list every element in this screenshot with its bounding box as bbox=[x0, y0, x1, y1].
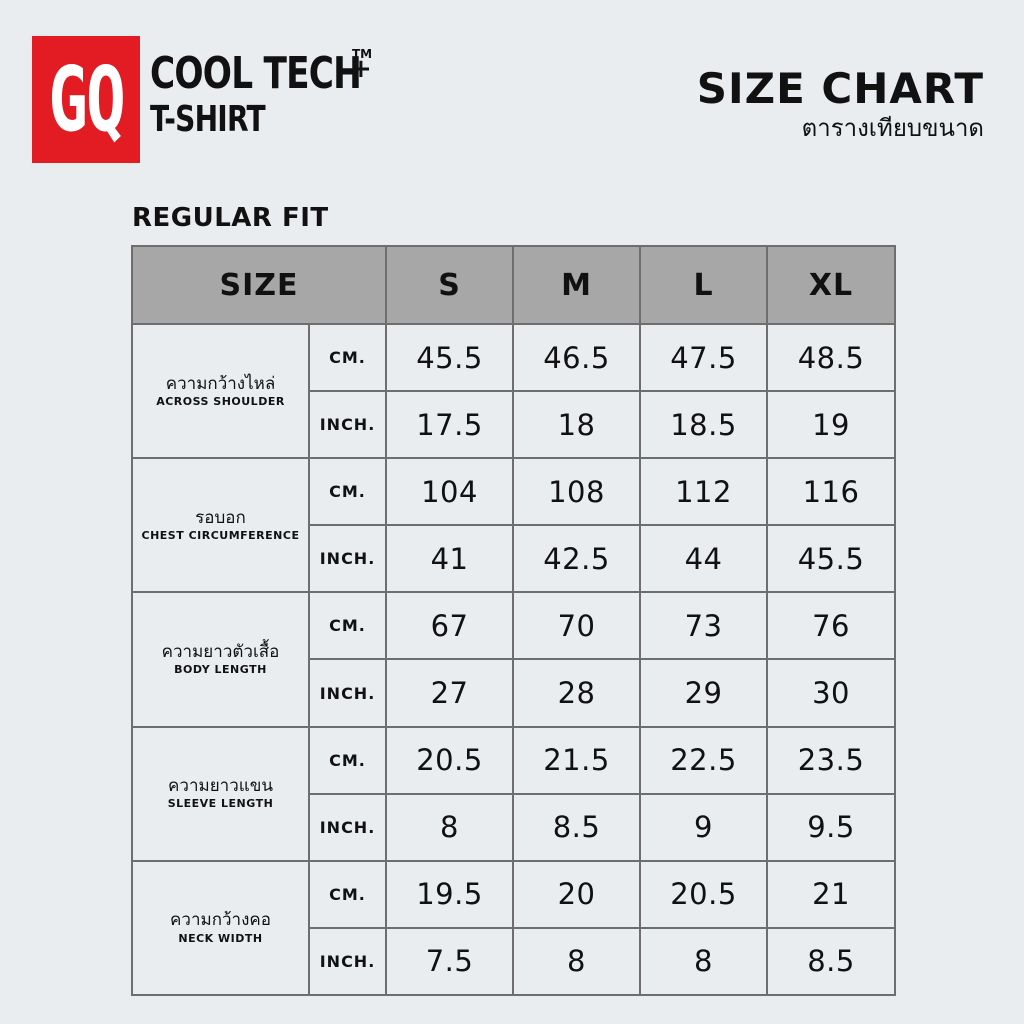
value-cell: 41 bbox=[385, 524, 515, 594]
table-row: ความยาวแขน SLEEVE LENGTH CM. 20.5 21.5 2… bbox=[131, 725, 897, 862]
unit-inch: INCH. bbox=[307, 524, 388, 594]
table-row: INCH. 27 28 29 30 bbox=[132, 658, 897, 728]
brand-name: COOL TECH TM + T-SHIRT bbox=[150, 48, 421, 140]
unit-cm: CM. bbox=[307, 859, 388, 929]
chart-title-en: SIZE CHART bbox=[696, 64, 984, 113]
unit-inch: INCH. bbox=[307, 792, 388, 862]
value-cell: 28 bbox=[512, 658, 642, 728]
value-cell: 8 bbox=[512, 926, 642, 997]
unit-cm: CM. bbox=[307, 725, 388, 795]
unit-inch: INCH. bbox=[307, 926, 388, 997]
unit-inch: INCH. bbox=[307, 390, 388, 460]
value-cell: 45.5 bbox=[766, 524, 897, 594]
value-cell: 47.5 bbox=[639, 322, 769, 393]
value-cell: 27 bbox=[385, 658, 515, 728]
value-cell: 18.5 bbox=[639, 390, 769, 460]
table-row: ความยาวตัวเสื้อ BODY LENGTH CM. 67 70 73… bbox=[131, 591, 897, 728]
brand-line2: T-SHIRT bbox=[150, 99, 266, 140]
value-cell: 73 bbox=[639, 591, 769, 661]
plus-mark: + bbox=[350, 54, 372, 84]
value-cell: 7.5 bbox=[385, 926, 515, 997]
size-table: SIZE S M L XL ความกว้างไหล่ ACROSS SHOUL… bbox=[130, 245, 897, 997]
value-cell: 9.5 bbox=[766, 792, 897, 862]
value-cell: 116 bbox=[766, 457, 897, 527]
value-cell: 76 bbox=[766, 591, 897, 661]
measure-label-en: CHEST CIRCUMFERENCE bbox=[141, 529, 300, 543]
chart-title: SIZE CHART ตารางเทียบขนาด bbox=[696, 64, 984, 142]
measure-label-th: ความกว้างคอ bbox=[170, 910, 271, 931]
value-cell: 21 bbox=[766, 859, 897, 929]
table-row: ความกว้างคอ NECK WIDTH CM. 19.5 20 20.5 … bbox=[131, 859, 897, 997]
measure-label-en: BODY LENGTH bbox=[174, 663, 267, 677]
size-col-xl: XL bbox=[766, 245, 897, 325]
measure-label-en: SLEEVE LENGTH bbox=[167, 797, 274, 811]
trademark-mark: TM bbox=[352, 47, 373, 61]
chart-title-th: ตารางเทียบขนาด bbox=[801, 114, 984, 142]
measure-label-th: ความกว้างไหล่ bbox=[165, 373, 276, 394]
brand-line1: COOL TECH bbox=[150, 48, 362, 99]
value-cell: 18 bbox=[512, 390, 642, 460]
value-cell: 20 bbox=[512, 859, 642, 929]
fit-label: REGULAR FIT bbox=[132, 203, 329, 233]
value-cell: 19.5 bbox=[385, 859, 515, 929]
value-cell: 8.5 bbox=[766, 926, 897, 997]
size-col-l: L bbox=[639, 245, 769, 325]
value-cell: 44 bbox=[639, 524, 769, 594]
measure-label: รอบอก CHEST CIRCUMFERENCE bbox=[131, 457, 310, 594]
value-cell: 46.5 bbox=[512, 322, 642, 393]
value-cell: 104 bbox=[385, 457, 515, 527]
table-row: INCH. 41 42.5 44 45.5 bbox=[132, 524, 897, 594]
measure-label: ความกว้างไหล่ ACROSS SHOULDER bbox=[131, 322, 310, 460]
measure-label-th: ความยาวแขน bbox=[168, 776, 273, 797]
measure-label-en: ACROSS SHOULDER bbox=[156, 394, 285, 408]
value-cell: 22.5 bbox=[639, 725, 769, 795]
value-cell: 17.5 bbox=[385, 390, 515, 460]
value-cell: 9 bbox=[639, 792, 769, 862]
size-header: SIZE bbox=[130, 245, 388, 325]
value-cell: 112 bbox=[639, 457, 769, 527]
measure-label-th: ความยาวตัวเสื้อ bbox=[161, 641, 280, 662]
measure-label: ความยาวตัวเสื้อ BODY LENGTH bbox=[131, 591, 310, 728]
value-cell: 23.5 bbox=[766, 725, 897, 795]
value-cell: 8 bbox=[385, 792, 515, 862]
value-cell: 29 bbox=[639, 658, 769, 728]
unit-cm: CM. bbox=[307, 457, 388, 527]
value-cell: 8.5 bbox=[512, 792, 642, 862]
gq-logo: GQ bbox=[32, 36, 140, 163]
table-header-row: SIZE S M L XL bbox=[130, 245, 897, 325]
table-row: รอบอก CHEST CIRCUMFERENCE CM. 104 108 11… bbox=[131, 457, 897, 594]
value-cell: 108 bbox=[512, 457, 642, 527]
value-cell: 19 bbox=[766, 390, 897, 460]
table-row: INCH. 7.5 8 8 8.5 bbox=[132, 926, 897, 997]
value-cell: 20.5 bbox=[639, 859, 769, 929]
size-col-m: M bbox=[512, 245, 642, 325]
measure-label: ความยาวแขน SLEEVE LENGTH bbox=[131, 725, 310, 862]
measure-label-th: รอบอก bbox=[195, 507, 246, 528]
measure-label: ความกว้างคอ NECK WIDTH bbox=[131, 859, 310, 997]
unit-cm: CM. bbox=[307, 322, 388, 393]
table-row: ความกว้างไหล่ ACROSS SHOULDER CM. 45.5 4… bbox=[131, 322, 897, 460]
size-col-s: S bbox=[385, 245, 515, 325]
value-cell: 21.5 bbox=[512, 725, 642, 795]
value-cell: 70 bbox=[512, 591, 642, 661]
table-row: INCH. 8 8.5 9 9.5 bbox=[132, 792, 897, 862]
value-cell: 67 bbox=[385, 591, 515, 661]
unit-inch: INCH. bbox=[307, 658, 388, 728]
logo-text: GQ bbox=[48, 47, 125, 152]
value-cell: 20.5 bbox=[385, 725, 515, 795]
value-cell: 48.5 bbox=[766, 322, 897, 393]
measure-label-en: NECK WIDTH bbox=[178, 931, 263, 945]
value-cell: 8 bbox=[639, 926, 769, 997]
value-cell: 45.5 bbox=[385, 322, 515, 393]
unit-cm: CM. bbox=[307, 591, 388, 661]
value-cell: 42.5 bbox=[512, 524, 642, 594]
table-row: INCH. 17.5 18 18.5 19 bbox=[132, 390, 897, 460]
value-cell: 30 bbox=[766, 658, 897, 728]
